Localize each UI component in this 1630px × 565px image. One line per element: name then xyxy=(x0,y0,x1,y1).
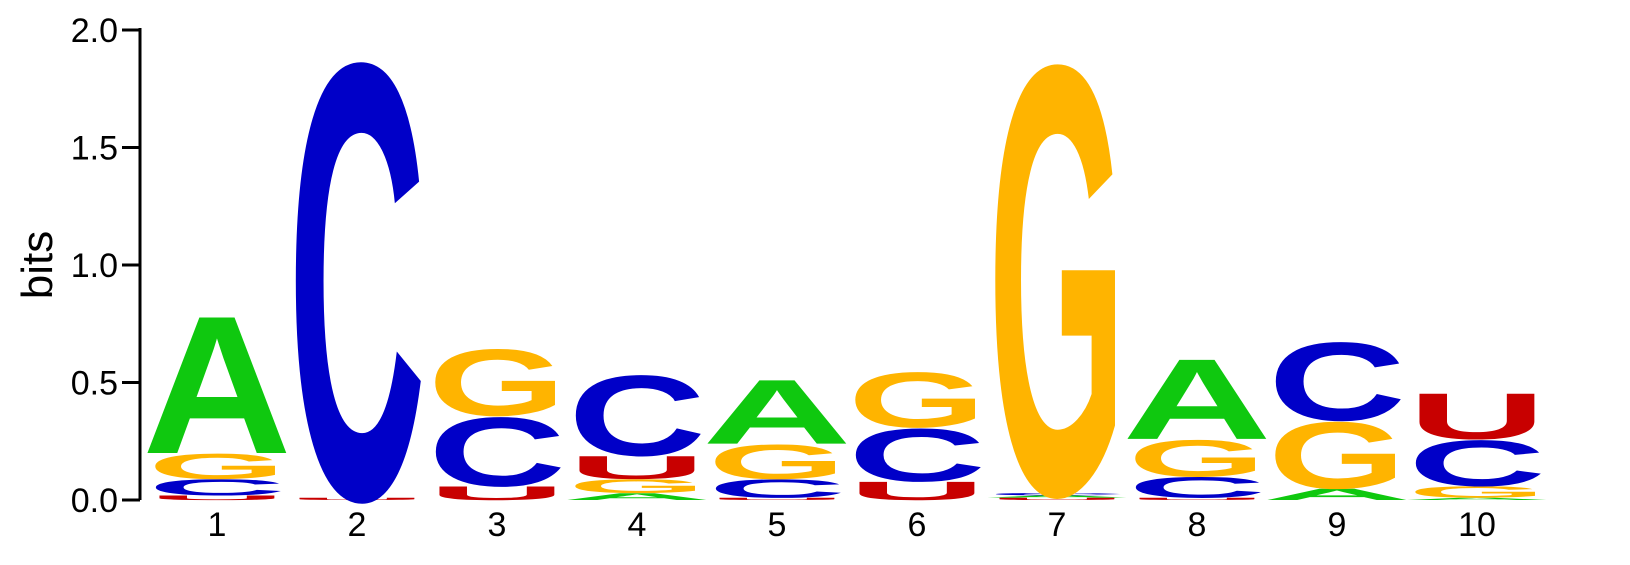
x-tick-label: 7 xyxy=(1048,506,1067,544)
y-tick-label: 1.5 xyxy=(71,130,118,168)
x-tick-label: 1 xyxy=(208,506,227,544)
logo-letter-c: C xyxy=(568,352,706,480)
y-tick-label: 0.0 xyxy=(71,482,118,520)
logo-letter-c: C xyxy=(1268,320,1406,445)
logo-letter-c: C xyxy=(288,0,426,565)
x-tick-label: 2 xyxy=(348,506,367,544)
logo-letter-a: A xyxy=(1122,336,1271,464)
x-tick-label: 4 xyxy=(628,506,647,544)
x-tick-label: 10 xyxy=(1458,506,1496,544)
y-tick-label: 2.0 xyxy=(71,12,118,50)
logo-letter-g: G xyxy=(428,330,566,436)
x-tick-label: 3 xyxy=(488,506,507,544)
y-axis-ticks: 0.0 0.5 1.0 1.5 2.0 xyxy=(71,12,140,520)
y-tick-label: 0.5 xyxy=(71,365,118,403)
logo-letter-g: G xyxy=(848,357,986,445)
x-tick-label: 6 xyxy=(908,506,927,544)
y-axis-label: bits xyxy=(13,231,62,299)
logo-letter-a: A xyxy=(142,275,291,495)
logo-letter-g: G xyxy=(988,0,1126,565)
logo-letter-a: A xyxy=(702,360,851,463)
x-tick-label: 8 xyxy=(1188,506,1207,544)
x-tick-label: 5 xyxy=(768,506,787,544)
x-tick-label: 9 xyxy=(1328,506,1347,544)
logo-letter-u: U xyxy=(1408,380,1546,453)
y-tick-label: 1.0 xyxy=(71,247,118,285)
